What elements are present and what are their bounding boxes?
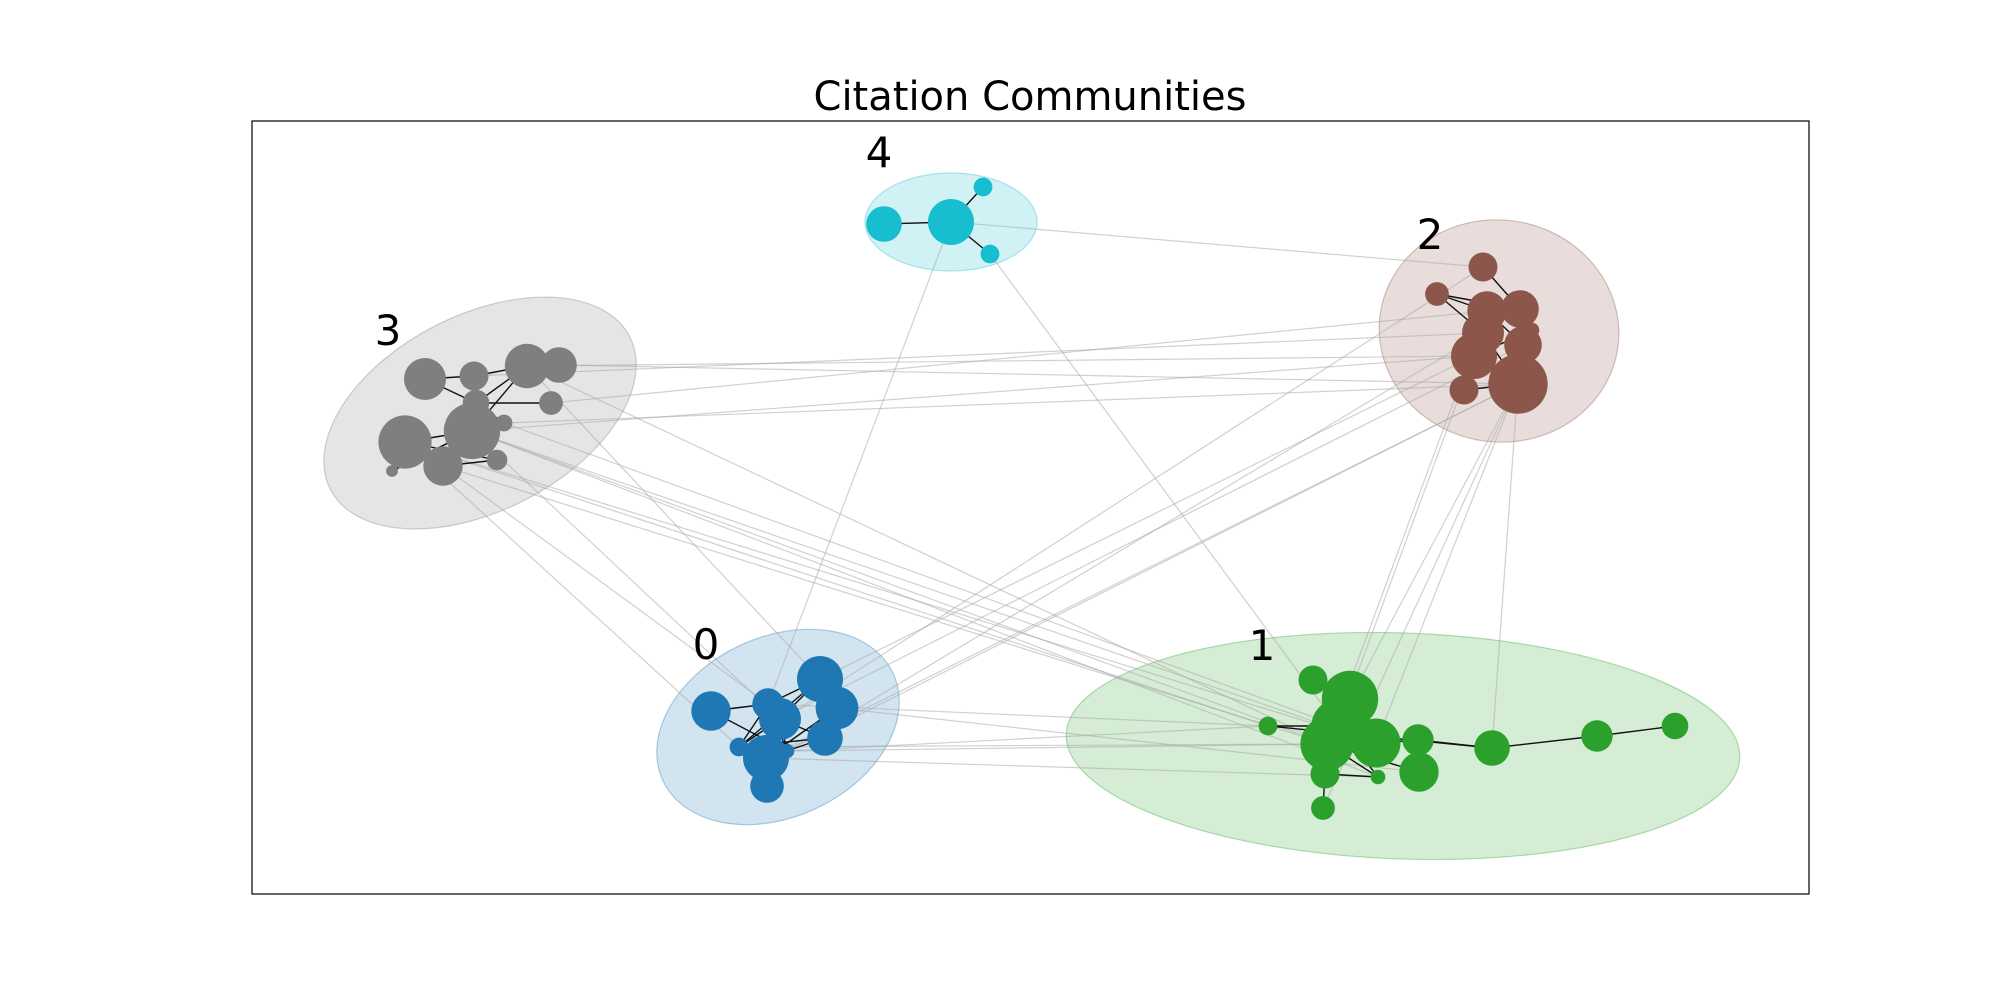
node-c0n3 — [752, 688, 784, 720]
node-c2n8 — [1425, 282, 1449, 306]
inter-edge — [404, 441, 740, 748]
inter-edge — [738, 266, 1484, 748]
node-c3n6 — [459, 361, 489, 391]
inter-edge — [819, 355, 1475, 680]
node-c2n7 — [1449, 375, 1479, 405]
node-c2n4 — [1501, 290, 1539, 328]
node-c3n2 — [504, 343, 550, 389]
inter-edge — [765, 383, 1519, 759]
community-labels: 0 1 2 3 4 — [375, 128, 1444, 670]
inter-edge — [526, 355, 1475, 367]
node-c1n6 — [1474, 730, 1510, 766]
inter-edge — [471, 430, 781, 720]
node-c3n1 — [378, 415, 432, 469]
node-c1n4 — [1402, 724, 1434, 756]
inter-edge — [526, 365, 1328, 745]
node-c2n0 — [1488, 354, 1548, 414]
node-c2n9 — [1524, 322, 1540, 338]
node-c1n7 — [1311, 796, 1335, 820]
node-c1n10 — [1581, 720, 1613, 752]
inter-edge — [442, 465, 1328, 745]
node-c3n11 — [386, 465, 398, 477]
inter-edge — [471, 430, 1328, 745]
inter-edge — [765, 757, 1379, 778]
node-c1n5 — [1298, 665, 1328, 695]
node-c0n6 — [743, 735, 789, 781]
inter-edge — [1337, 355, 1475, 727]
node-c0n7 — [815, 686, 859, 730]
inter-edge — [550, 310, 1488, 404]
community-3-label: 3 — [375, 306, 402, 355]
inter-edge — [473, 332, 1484, 377]
node-c2n3 — [1467, 291, 1507, 331]
inter-edge — [1349, 383, 1519, 700]
node-c3n8 — [539, 391, 563, 415]
inter-edge — [786, 332, 1484, 752]
node-c0n1 — [691, 691, 731, 731]
node-c1n9 — [1399, 752, 1439, 792]
inter-edge — [1491, 383, 1519, 749]
node-c3n5 — [541, 347, 577, 383]
inter-edge — [950, 221, 1484, 268]
node-c3n4 — [423, 446, 463, 486]
node-c2n6 — [1468, 252, 1498, 282]
node-c3n7 — [462, 389, 490, 417]
inter-edge — [786, 743, 1328, 752]
inter-edge — [526, 365, 821, 680]
node-c3n10 — [495, 414, 513, 432]
inter-edge — [767, 221, 952, 705]
node-c1n12 — [1258, 716, 1278, 736]
node-c3n9 — [486, 449, 508, 471]
node-c1n3 — [1300, 717, 1354, 771]
node-c1n13 — [1370, 769, 1386, 785]
node-c3n0 — [443, 402, 501, 460]
node-c3n3 — [404, 358, 446, 400]
node-c4n3 — [980, 244, 1000, 264]
node-c1n8 — [1310, 759, 1340, 789]
node-c0n9 — [779, 743, 795, 759]
inter-edge — [471, 430, 1377, 744]
community-2-label: 2 — [1417, 210, 1444, 259]
inter-edge — [404, 441, 1377, 744]
node-c0n8 — [729, 737, 749, 757]
inter-edge — [989, 253, 1339, 727]
network-nodes — [378, 177, 1689, 820]
node-c4n2 — [973, 177, 993, 197]
community-1-label: 1 — [1249, 621, 1276, 670]
node-c1n11 — [1661, 712, 1689, 740]
chart-title: Citation Communities — [814, 74, 1247, 120]
inter-edge — [442, 465, 769, 705]
community-4-label: 4 — [866, 128, 893, 177]
node-c4n1 — [866, 206, 902, 242]
inter-edge — [558, 364, 1519, 385]
inter-edge — [779, 344, 1524, 720]
inter-community-edges — [404, 221, 1524, 809]
community-1-hull — [1065, 631, 1741, 861]
node-c1n2 — [1351, 718, 1401, 768]
node-c4n0 — [928, 199, 974, 245]
inter-edge — [1375, 383, 1519, 744]
inter-edge — [503, 422, 1339, 727]
community-0-label: 0 — [693, 620, 720, 669]
inter-edge — [404, 441, 1269, 727]
plot-frame — [251, 120, 1810, 895]
inter-edge — [471, 430, 1379, 778]
